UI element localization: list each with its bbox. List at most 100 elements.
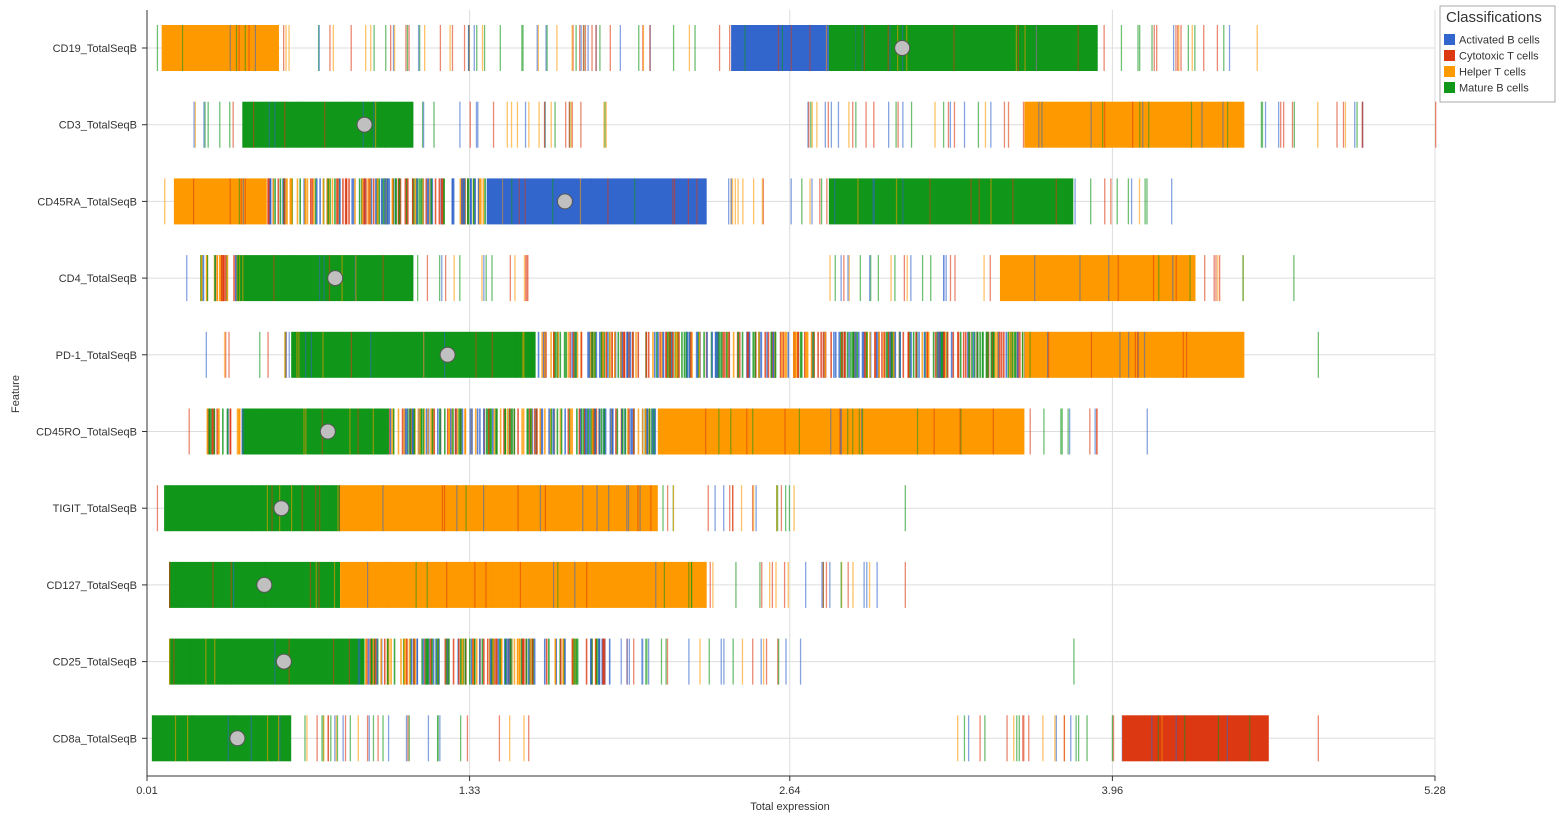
strip-tick (413, 638, 415, 685)
strip-tick (332, 25, 334, 71)
strip-tick (825, 25, 828, 71)
strip-tick (466, 715, 469, 762)
strip-tick (787, 331, 790, 378)
strip-tick (528, 408, 531, 455)
strip-tick (1054, 715, 1056, 762)
strip-tick (271, 715, 273, 762)
legend-swatch (1444, 34, 1455, 45)
strip-tick (1010, 331, 1013, 378)
strip-tick (1204, 255, 1206, 302)
strip-tick (669, 331, 671, 378)
strip-tick (982, 331, 984, 378)
strip-tick (423, 408, 426, 455)
strip-tick (924, 25, 926, 71)
strip-tick (387, 715, 390, 762)
strip-tick (887, 331, 890, 378)
feature-label: CD19_TotalSeqB (53, 43, 137, 55)
strip-tick (572, 25, 574, 71)
strip-tick (716, 331, 719, 378)
strip-tick (902, 178, 904, 225)
strip-tick (491, 255, 493, 302)
strip-tick (1016, 715, 1018, 762)
strip-tick (496, 408, 498, 455)
strip-tick (590, 331, 593, 378)
strip-tick (1217, 255, 1219, 302)
strip-tick (723, 638, 725, 685)
strip-tick (985, 25, 987, 71)
strip-layer (151, 25, 1437, 762)
strip-tick (1060, 408, 1062, 455)
strip-tick (989, 255, 991, 302)
strip-tick (372, 715, 375, 762)
strip-tick (586, 408, 588, 455)
strip-tick (537, 331, 540, 378)
strip-tick (706, 331, 708, 378)
strip-tick (941, 331, 944, 378)
strip-tick (633, 638, 635, 685)
strip-tick (777, 638, 780, 685)
strip-tick (695, 331, 698, 378)
strip-tick (1090, 178, 1092, 225)
strip-tick (190, 638, 192, 685)
strip-tick (517, 638, 519, 685)
strip-tick (481, 638, 484, 685)
strip-tick (859, 255, 861, 302)
strip-tick (1017, 25, 1019, 71)
strip-tick (965, 331, 967, 378)
strip-tick (1043, 408, 1045, 455)
strip-tick (599, 25, 601, 71)
strip-tick (649, 25, 651, 71)
strip-tick (1216, 25, 1219, 71)
strip-tick (620, 638, 622, 685)
strip-tick (421, 638, 423, 685)
strip-tick (666, 638, 669, 685)
strip-tick (683, 331, 686, 378)
strip-tick (573, 638, 576, 685)
strip-tick (1139, 101, 1141, 148)
strip-tick (493, 408, 496, 455)
strip-tick (1074, 178, 1076, 225)
strip-tick (587, 25, 589, 71)
strip-tick (438, 638, 440, 685)
strip-tick (834, 255, 836, 302)
strip-tick (953, 101, 956, 148)
strip-tick (576, 408, 578, 455)
strip-tick (588, 408, 591, 455)
strip-tick (408, 715, 410, 762)
strip-tick (236, 408, 239, 455)
strip-tick (933, 408, 935, 455)
strip-tick (259, 331, 261, 378)
strip-tick (1075, 715, 1077, 762)
strip-tick (788, 485, 791, 532)
strip-tick (847, 178, 849, 225)
y-axis-title: Feature (10, 375, 22, 413)
strip-tick (283, 178, 286, 225)
legend-entries: Activated B cells Cytotoxic T cells Helper… (1444, 34, 1540, 95)
strip-tick (799, 331, 802, 378)
strip-tick (873, 101, 875, 148)
strip-tick (765, 638, 768, 685)
strip-tick (369, 485, 371, 532)
strip-tick (737, 331, 740, 378)
strip-tick (415, 561, 417, 608)
strip-tick (735, 561, 737, 608)
strip-tick (474, 408, 477, 455)
strip-tick (304, 715, 306, 762)
strip-tick (660, 638, 663, 685)
strip-tick (462, 485, 464, 532)
strip-tick (435, 638, 438, 685)
strip-tick (703, 331, 705, 378)
strip-tick (545, 25, 547, 71)
strip-tick (816, 101, 818, 148)
strip-tick (552, 178, 554, 225)
strip-tick (518, 178, 520, 225)
strip-tick (578, 408, 581, 455)
feature-strip (156, 485, 906, 532)
strip-tick (621, 331, 624, 378)
strip-tick (488, 638, 491, 685)
strip-tick (319, 255, 321, 302)
strip-tick (572, 331, 575, 378)
strip-tick (811, 178, 813, 225)
strip-tick (687, 178, 690, 225)
strip-tick (997, 331, 999, 378)
